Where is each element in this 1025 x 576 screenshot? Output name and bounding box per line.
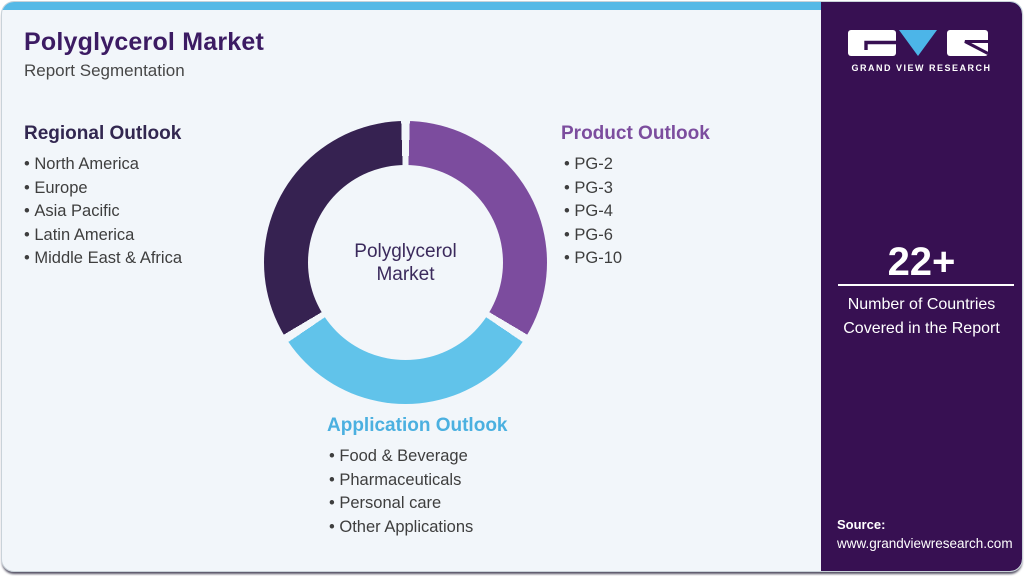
- product-outlook-section: Product Outlook PG-2 PG-3 PG-4 PG-6 PG-1…: [561, 123, 710, 271]
- list-item: North America: [24, 153, 182, 177]
- regional-outlook-list: North America Europe Asia Pacific Latin …: [24, 153, 182, 271]
- list-item: Food & Beverage: [329, 445, 508, 469]
- list-item: PG-2: [564, 153, 710, 177]
- application-outlook-section: Application Outlook Food & Beverage Phar…: [327, 415, 508, 539]
- product-outlook-heading: Product Outlook: [561, 123, 710, 144]
- page-title: Polyglycerol Market: [24, 28, 265, 56]
- stat-caption: Number of Countries Covered in the Repor…: [843, 296, 1000, 337]
- list-item: PG-6: [564, 224, 710, 248]
- list-item: Middle East & Africa: [24, 247, 182, 271]
- regional-outlook-section: Regional Outlook North America Europe As…: [24, 123, 182, 271]
- top-accent-bar: [2, 2, 1022, 10]
- list-item: PG-4: [564, 200, 710, 224]
- list-item: Asia Pacific: [24, 200, 182, 224]
- stat-value: 22+: [887, 240, 956, 284]
- list-item: Other Applications: [329, 516, 508, 540]
- list-item: PG-3: [564, 177, 710, 201]
- application-outlook-list: Food & Beverage Pharmaceuticals Personal…: [327, 445, 508, 539]
- regional-outlook-heading: Regional Outlook: [24, 123, 182, 144]
- product-outlook-list: PG-2 PG-3 PG-4 PG-6 PG-10: [561, 153, 710, 271]
- source-url: www.grandviewresearch.com: [837, 536, 1013, 551]
- sidebar: GRAND VIEW RESEARCH 22+ Number of Countr…: [821, 2, 1022, 571]
- donut-chart: Polyglycerol Market: [264, 121, 547, 404]
- source-label: Source:: [837, 517, 886, 532]
- countries-stat: 22+ Number of Countries Covered in the R…: [821, 240, 1022, 341]
- stat-divider: [838, 284, 1014, 286]
- list-item: Europe: [24, 177, 182, 201]
- page-subtitle: Report Segmentation: [24, 61, 185, 80]
- brand-name: GRAND VIEW RESEARCH: [851, 63, 992, 73]
- list-item: Pharmaceuticals: [329, 469, 508, 493]
- application-outlook-heading: Application Outlook: [327, 415, 508, 436]
- source-block: Source: www.grandviewresearch.com: [837, 517, 1013, 551]
- donut-center-label: Polyglycerol Market: [354, 240, 457, 285]
- list-item: Latin America: [24, 224, 182, 248]
- gvr-logo: GRAND VIEW RESEARCH: [821, 30, 1022, 73]
- donut-hole: Polyglycerol Market: [308, 165, 503, 360]
- list-item: Personal care: [329, 492, 508, 516]
- gvr-logo-icon: [847, 30, 989, 56]
- list-item: PG-10: [564, 247, 710, 271]
